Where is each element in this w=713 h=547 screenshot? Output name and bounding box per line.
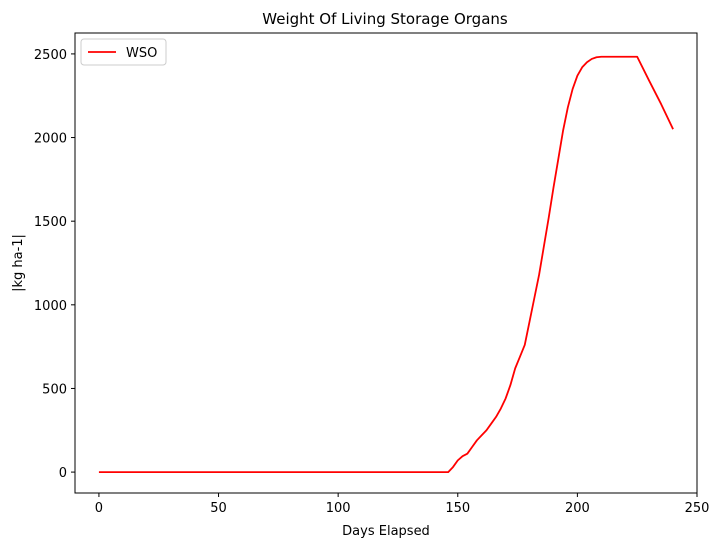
x-tick-label: 250 <box>685 501 710 516</box>
legend: WSO <box>80 38 167 66</box>
y-tick-label: 2000 <box>34 132 67 147</box>
x-tick-label: 100 <box>326 501 351 516</box>
x-tick-label: 150 <box>445 501 470 516</box>
x-axis-label: Days Elapsed <box>342 524 430 539</box>
series-line-wso <box>98 55 674 473</box>
x-tick-label: 0 <box>95 501 103 516</box>
x-axis-ticks: 0 50 100 150 200 250 <box>95 493 710 516</box>
x-tick-label: 50 <box>210 501 227 516</box>
y-tick-label: 2500 <box>34 48 67 63</box>
plot-area <box>98 55 674 473</box>
x-tick-label: 200 <box>565 501 590 516</box>
plot-frame <box>74 32 698 494</box>
legend-box <box>80 38 167 66</box>
y-axis-ticks: 0 500 1000 1500 2000 2500 <box>34 48 75 481</box>
chart-title: Weight Of Living Storage Organs <box>262 10 508 28</box>
y-tick-label: 1000 <box>34 299 67 314</box>
y-tick-label: 500 <box>42 382 67 397</box>
y-axis-label: |kg ha-1| <box>11 234 26 292</box>
y-tick-label: 0 <box>59 466 67 481</box>
y-tick-label: 1500 <box>34 215 67 230</box>
legend-label-wso: WSO <box>126 46 157 61</box>
